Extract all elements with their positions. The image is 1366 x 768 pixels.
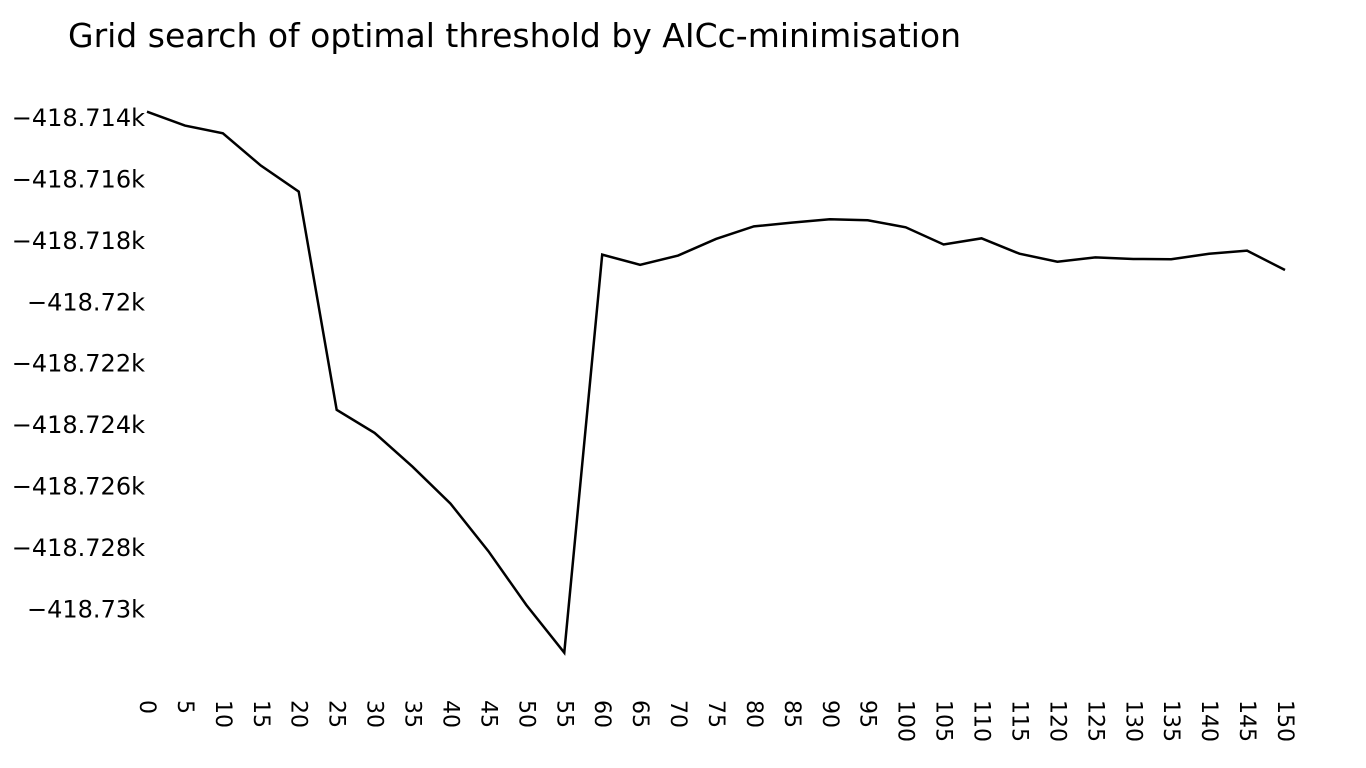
x-tick-label: 0 <box>134 700 159 714</box>
x-tick-label: 135 <box>1158 700 1183 742</box>
y-tick-label: −418.72k <box>27 288 145 316</box>
x-tick-label: 145 <box>1234 700 1259 742</box>
x-tick-label: 105 <box>931 700 956 742</box>
y-tick-label: −418.714k <box>12 104 145 132</box>
y-tick-label: −418.722k <box>12 350 145 378</box>
x-tick-label: 120 <box>1044 700 1069 742</box>
x-tick-label: 60 <box>589 700 614 728</box>
y-tick-label: −418.718k <box>12 227 145 255</box>
series-line <box>146 110 1286 656</box>
y-tick-label: −418.73k <box>27 596 145 624</box>
y-tick-label: −418.724k <box>12 411 145 439</box>
x-tick-label: 5 <box>172 700 197 714</box>
x-tick-label: 15 <box>248 700 273 728</box>
x-tick-label: 55 <box>551 700 576 728</box>
chart-title: Grid search of optimal threshold by AICc… <box>68 16 962 55</box>
x-tick-label: 110 <box>969 700 994 742</box>
x-tick-label: 130 <box>1120 700 1145 742</box>
y-tick-label: −418.716k <box>12 165 145 193</box>
x-tick-label: 115 <box>1006 700 1031 742</box>
x-tick-label: 20 <box>286 700 311 728</box>
x-tick-label: 85 <box>779 700 804 728</box>
series-layer <box>146 110 1286 656</box>
y-tick-label: −418.726k <box>12 473 145 501</box>
y-tick-label: −418.728k <box>12 534 145 562</box>
x-tick-label: 95 <box>855 700 880 728</box>
x-tick-label: 70 <box>665 700 690 728</box>
x-tick-label: 35 <box>400 700 425 728</box>
x-tick-label: 100 <box>893 700 918 742</box>
x-tick-label: 140 <box>1196 700 1221 742</box>
x-tick-label: 90 <box>817 700 842 728</box>
x-tick-label: 40 <box>437 700 462 728</box>
x-tick-label: 150 <box>1272 700 1297 742</box>
x-tick-label: 30 <box>362 700 387 728</box>
x-tick-label: 80 <box>741 700 766 728</box>
x-tick-label: 25 <box>324 700 349 728</box>
x-tick-label: 45 <box>475 700 500 728</box>
x-tick-label: 50 <box>513 700 538 728</box>
x-tick-label: 10 <box>210 700 235 728</box>
x-tick-label: 75 <box>703 700 728 728</box>
x-tick-label: 65 <box>627 700 652 728</box>
x-axis-ticks: 0 5 10 15 20 25 30 35 40 45 50 55 60 65 70 75 80 85 90 95 10… <box>134 700 1297 742</box>
x-tick-label: 125 <box>1082 700 1107 742</box>
y-axis-ticks: −418.714k −418.716k −418.718k −418.72k −418.… <box>12 104 145 624</box>
